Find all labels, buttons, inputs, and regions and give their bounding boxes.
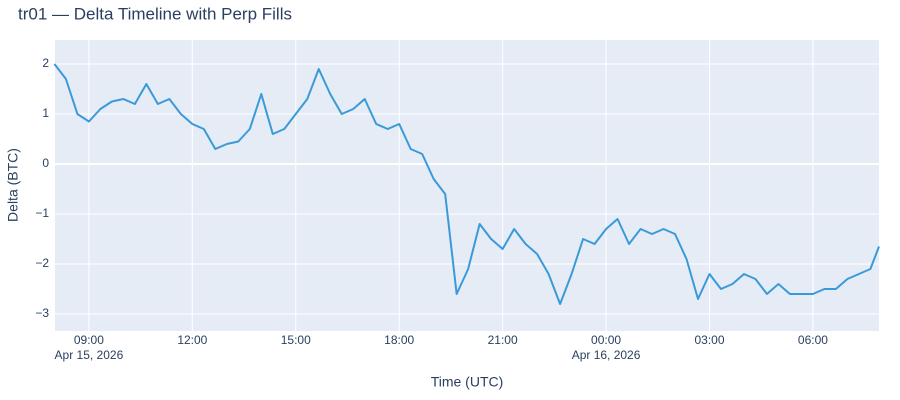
y-tick-label: 0	[42, 156, 49, 170]
x-tick-date: Apr 16, 2026	[572, 348, 641, 362]
y-tick-label: −1	[35, 206, 49, 220]
plot-area	[55, 40, 879, 331]
x-tick-label: 03:00	[694, 333, 724, 347]
y-tick-label: −3	[35, 306, 49, 320]
y-tick-label: −2	[35, 256, 49, 270]
y-axis-title: Delta (BTC)	[5, 148, 21, 222]
delta-line	[53, 63, 880, 305]
chart-title: tr01 — Delta Timeline with Perp Fills	[18, 4, 292, 23]
x-tick-label: 06:00	[798, 333, 828, 347]
x-tick-label: 18:00	[384, 333, 414, 347]
x-tick-label: 12:00	[177, 333, 207, 347]
x-tick-label: 09:00	[74, 333, 104, 347]
x-axis-title: Time (UTC)	[431, 374, 504, 390]
x-tick-date: Apr 15, 2026	[55, 348, 124, 362]
x-tick-label: 21:00	[488, 333, 518, 347]
y-tick-label: 2	[42, 56, 49, 70]
x-tick-label: 15:00	[281, 333, 311, 347]
y-tick-label: 1	[42, 106, 49, 120]
x-tick-label: 00:00	[591, 333, 621, 347]
